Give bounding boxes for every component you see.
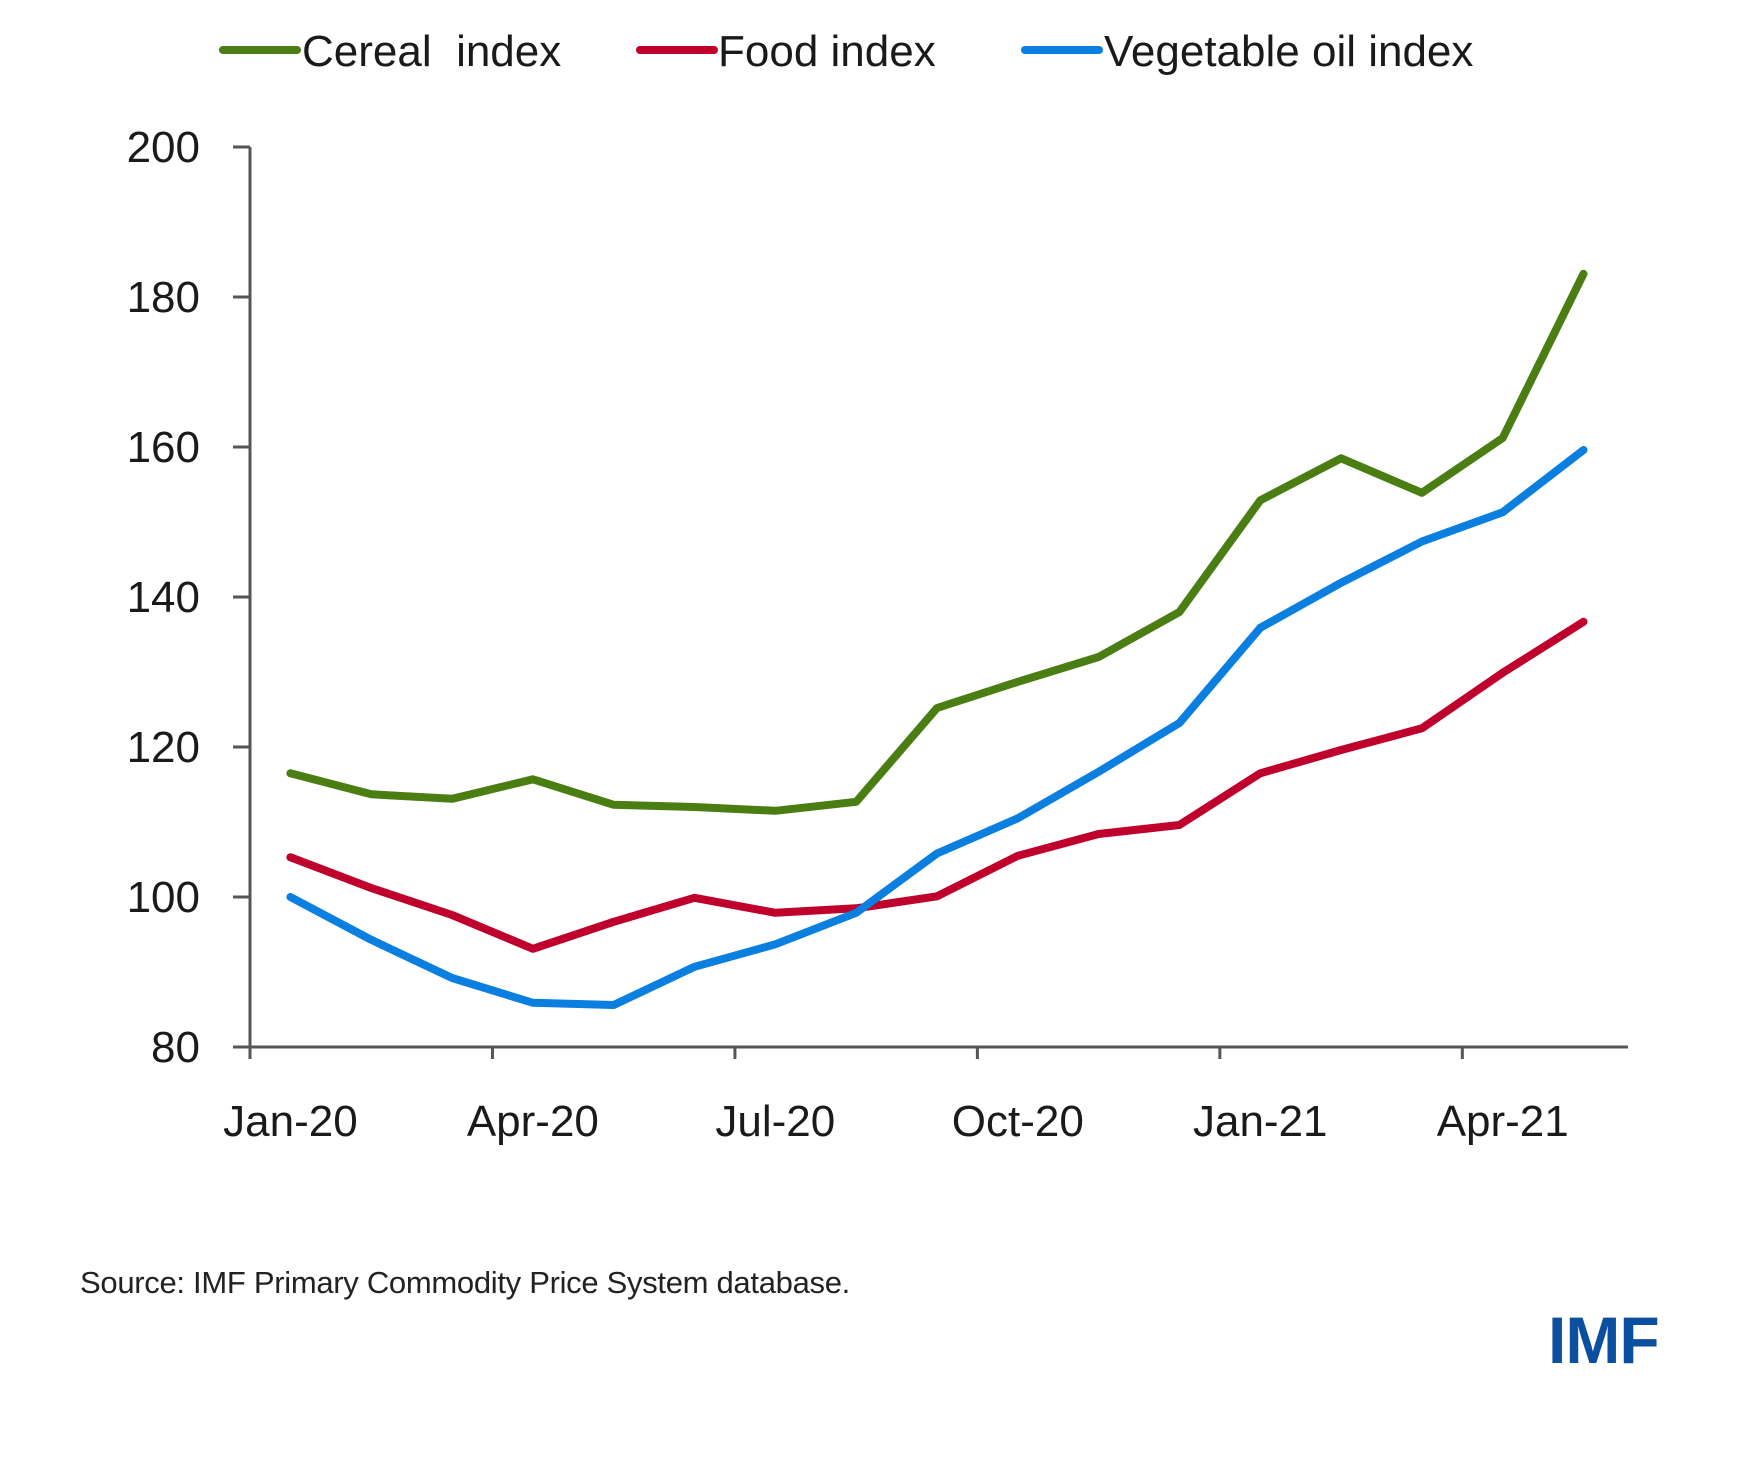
x-axis: Jan-20 Apr-20 Jul-20 Oct-20 Jan-21 Apr-21	[223, 1045, 1628, 1146]
legend-label-cereal-index: Cereal index	[302, 27, 561, 76]
legend-label-vegetable-oil-index: Vegetable oil index	[1104, 27, 1473, 76]
x-tick-label: Oct-20	[952, 1097, 1084, 1146]
y-tick-label: 160	[127, 423, 200, 472]
x-tick-label: Apr-20	[467, 1097, 599, 1146]
x-tick-label: Apr-21	[1437, 1097, 1569, 1146]
y-tick-label: 200	[127, 123, 200, 172]
x-tick-label: Jan-20	[223, 1097, 358, 1146]
imf-logo: IMF	[1548, 1303, 1660, 1377]
source-note: Source: IMF Primary Commodity Price Syst…	[80, 1265, 850, 1300]
y-tick-label: 100	[127, 873, 200, 922]
series-group	[286, 269, 1588, 1009]
y-tick-label: 140	[127, 573, 200, 622]
y-tick-label: 120	[127, 723, 200, 772]
y-tick-label: 180	[127, 273, 200, 322]
series-line-food-index	[286, 617, 1588, 953]
x-tick-label: Jan-21	[1193, 1097, 1328, 1146]
legend: Cereal index Food index Vegetable oil inde…	[219, 27, 1473, 76]
series-line-cereal-index	[286, 269, 1588, 815]
x-tick-label: Jul-20	[715, 1097, 835, 1146]
y-tick-label: 80	[151, 1023, 200, 1072]
legend-label-food-index: Food index	[718, 27, 936, 76]
series-line-vegetable-oil-index	[286, 446, 1588, 1009]
y-axis: 80 100 120 140 160 180 200	[127, 123, 252, 1072]
